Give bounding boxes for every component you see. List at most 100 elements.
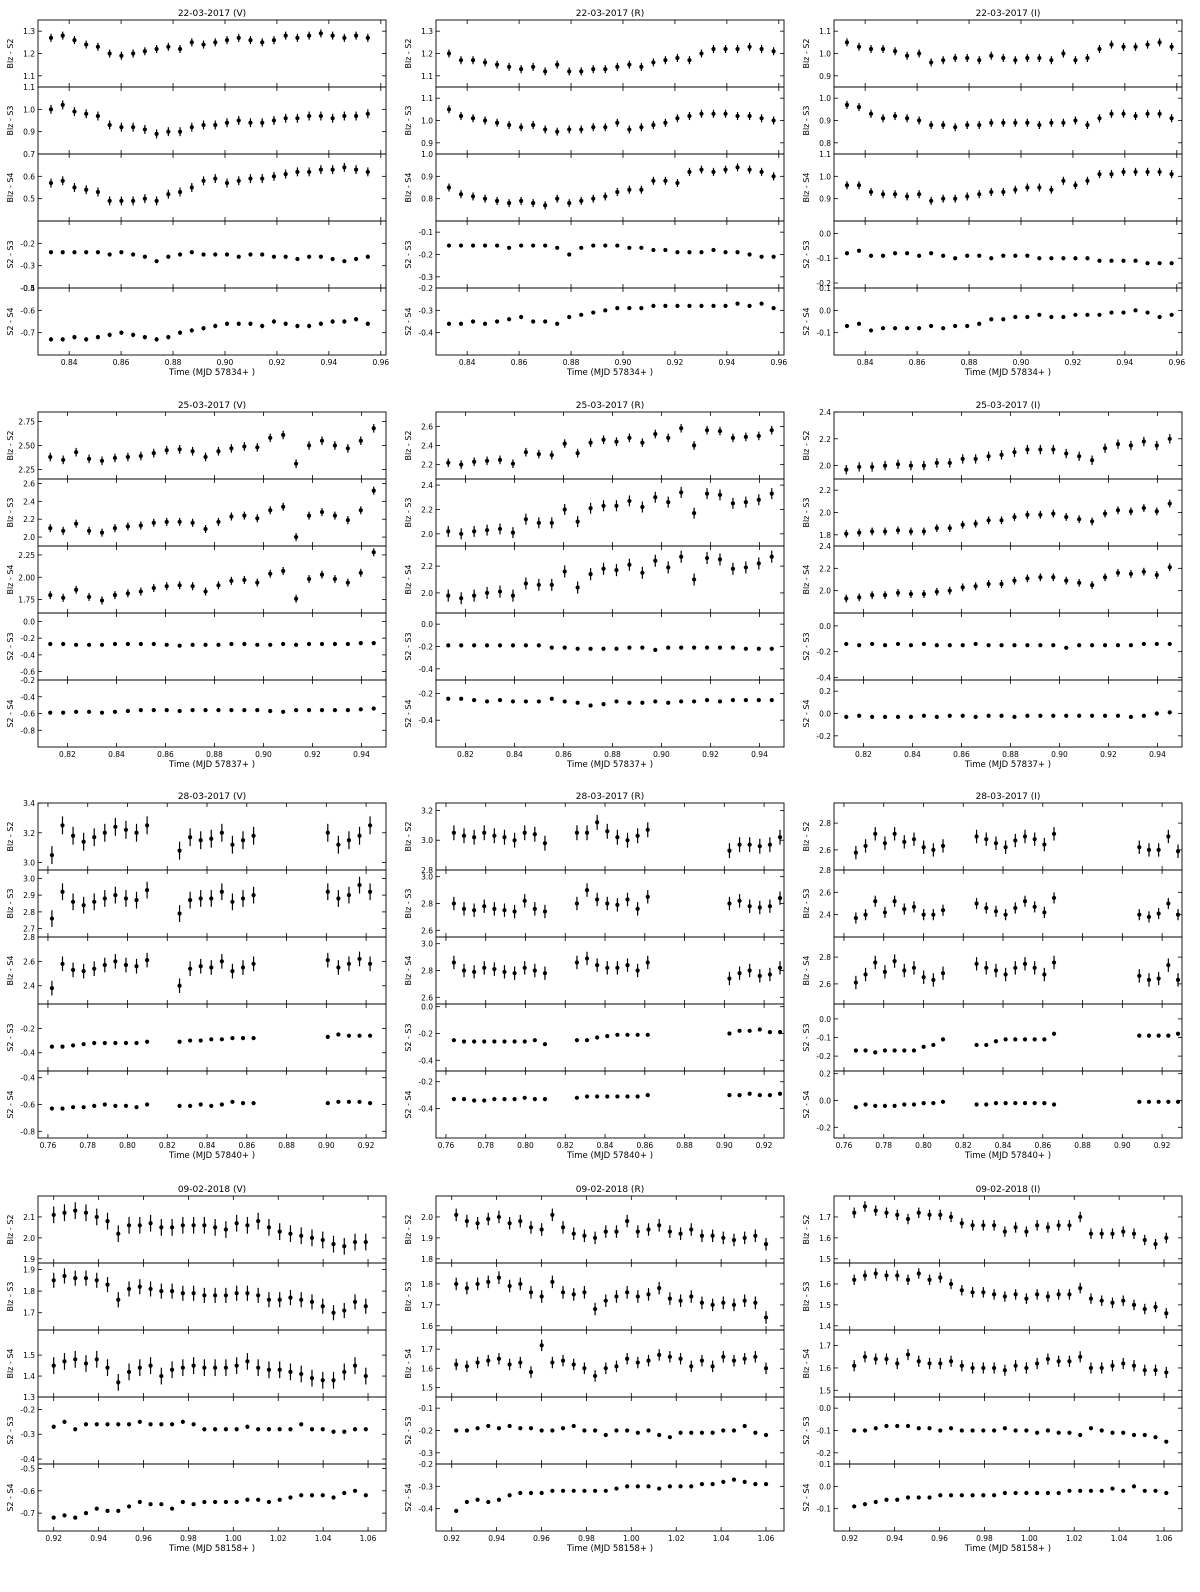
data-point: [947, 458, 952, 468]
marker: [1097, 116, 1102, 121]
marker: [458, 321, 464, 326]
marker: [281, 504, 286, 509]
data-point: [346, 831, 352, 850]
data-point: [856, 42, 862, 51]
data-point: [723, 303, 728, 308]
marker: [507, 201, 512, 206]
marker: [908, 529, 914, 534]
data-point: [470, 319, 476, 324]
y-axis-label: Blz - S4: [6, 172, 15, 202]
data-point: [138, 641, 143, 647]
marker: [472, 835, 477, 840]
marker: [459, 596, 464, 601]
data-point: [251, 826, 256, 845]
data-point: [72, 250, 77, 255]
data-point: [730, 645, 736, 650]
data-point: [1013, 833, 1018, 848]
data-point: [960, 520, 965, 529]
marker: [941, 253, 946, 258]
y-axis-label: Blz - S2: [6, 38, 15, 68]
marker: [482, 60, 488, 65]
data-point: [579, 196, 584, 205]
data-point: [627, 700, 632, 705]
data-point: [1145, 167, 1150, 176]
data-point: [584, 1038, 590, 1043]
data-point: [268, 569, 273, 578]
data-point: [627, 245, 632, 250]
data-point: [319, 570, 325, 579]
marker: [627, 187, 632, 192]
data-point: [319, 508, 325, 517]
data-point: [51, 1272, 56, 1288]
data-point: [60, 31, 65, 40]
marker: [48, 180, 54, 186]
marker: [757, 973, 762, 978]
marker: [522, 1095, 527, 1100]
data-point: [72, 183, 77, 192]
marker: [767, 1030, 773, 1035]
marker: [224, 321, 230, 326]
marker: [142, 127, 147, 132]
marker: [83, 1276, 89, 1281]
marker: [635, 1032, 640, 1037]
x-tick-label: 0.84: [597, 1141, 614, 1150]
marker: [164, 584, 169, 589]
data-point: [735, 250, 740, 255]
marker: [1001, 317, 1006, 322]
data-point: [931, 1042, 936, 1048]
data-point: [1133, 112, 1138, 121]
data-point: [342, 1237, 347, 1255]
data-point: [1154, 507, 1159, 516]
panel-5: -0.2-0.4S2 - S4: [404, 679, 785, 748]
data-point: [588, 646, 593, 651]
data-point: [1133, 258, 1138, 263]
y-tick-label: 2.9: [23, 891, 35, 900]
panel-frame: [833, 19, 1183, 88]
y-tick-label: -0.4: [20, 1049, 35, 1058]
data-point: [251, 1101, 256, 1106]
marker: [446, 51, 452, 56]
marker: [1102, 643, 1108, 648]
data-point: [679, 550, 684, 563]
data-point: [60, 176, 65, 186]
marker: [451, 901, 456, 906]
marker: [625, 1032, 630, 1037]
y-tick-label: 0.0: [819, 1015, 831, 1024]
data-point: [519, 243, 524, 248]
marker: [470, 58, 476, 63]
marker: [542, 1097, 548, 1102]
data-point: [1038, 444, 1043, 455]
data-point: [717, 426, 723, 436]
data-point: [1090, 517, 1095, 526]
marker: [917, 51, 922, 56]
data-point: [446, 643, 451, 648]
data-point: [342, 259, 347, 264]
marker: [555, 321, 560, 326]
data-point: [86, 642, 92, 647]
data-point: [986, 516, 991, 525]
data-point: [1154, 440, 1159, 451]
y-axis-label: Blz - S3: [6, 888, 15, 918]
data-point: [1032, 901, 1037, 913]
marker: [605, 1094, 610, 1099]
marker: [268, 435, 273, 440]
data-point: [510, 643, 516, 648]
marker: [756, 433, 761, 439]
marker: [1141, 713, 1146, 718]
marker: [230, 1036, 235, 1041]
data-point: [666, 433, 671, 443]
marker: [283, 321, 288, 326]
marker: [905, 194, 910, 199]
data-point: [198, 1102, 203, 1107]
marker: [601, 566, 606, 571]
marker: [543, 127, 548, 132]
data-point: [870, 591, 875, 600]
data-point: [1090, 455, 1095, 465]
panel-4: 0.0-0.2-0.4-0.6S2 - S3: [6, 612, 387, 681]
data-point: [769, 646, 774, 651]
data-point: [1038, 573, 1043, 582]
x-tick-label: 0.88: [604, 750, 621, 759]
panel-5: -0.2-0.3-0.4S2 - S4: [404, 284, 785, 356]
